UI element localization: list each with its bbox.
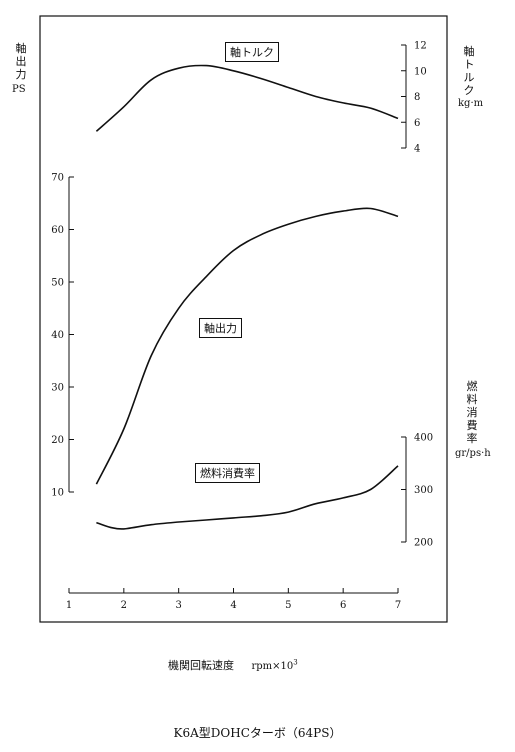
figure-caption: K6A型DOHCターボ（64PS） — [173, 726, 342, 740]
torque-tick-label: 10 — [414, 66, 427, 77]
power-tick-label: 30 — [51, 383, 64, 394]
fuel-curve — [96, 465, 399, 530]
torque-tick-label: 4 — [414, 144, 420, 155]
x-tick-label: 7 — [395, 600, 401, 611]
power-tick-label: 50 — [51, 278, 64, 289]
fuel-tick-label: 300 — [414, 485, 433, 496]
torque-tick-label: 6 — [414, 118, 420, 129]
x-tick-label: 1 — [66, 600, 72, 611]
series-label-power: 軸出力 — [199, 318, 242, 338]
fuel-tick-label: 400 — [414, 433, 433, 444]
fuel-axis-title-right: 燃 料 消 費 率 — [466, 380, 478, 445]
power-tick-label: 70 — [51, 173, 64, 184]
x-tick-label: 5 — [285, 600, 291, 611]
power-tick-label: 40 — [51, 330, 64, 341]
x-tick-label: 4 — [230, 600, 236, 611]
torque-axis-title-right: 軸 ト ル ク — [463, 45, 475, 97]
torque-tick-label: 12 — [414, 41, 427, 52]
curves-layer — [95, 64, 399, 530]
x-tick-label: 3 — [175, 600, 181, 611]
power-tick-label: 10 — [51, 488, 64, 499]
x-tick-label: 2 — [121, 600, 127, 611]
series-label-torque: 軸トルク — [225, 42, 279, 62]
plot-frame — [39, 15, 448, 623]
series-label-fuel: 燃料消費率 — [195, 463, 260, 483]
power-curve — [95, 207, 399, 485]
power-axis-title-left: 軸 出 力 — [15, 42, 27, 81]
torque-axis-unit: kg·m — [458, 98, 484, 109]
fuel-tick-label: 200 — [414, 538, 433, 549]
x-tick-label: 6 — [340, 600, 346, 611]
fuel-axis-unit: gr/ps·h — [455, 448, 491, 459]
torque-tick-label: 8 — [414, 92, 420, 103]
torque-curve — [95, 64, 399, 132]
power-tick-label: 60 — [51, 225, 64, 236]
x-axis-unit: rpm×103 — [251, 658, 298, 672]
x-axis-title: 機関回転速度 rpm×103 — [168, 657, 298, 673]
x-axis-label: 機関回転速度 — [168, 659, 234, 672]
power-tick-label: 20 — [51, 435, 64, 446]
power-axis-unit: PS — [12, 84, 26, 95]
